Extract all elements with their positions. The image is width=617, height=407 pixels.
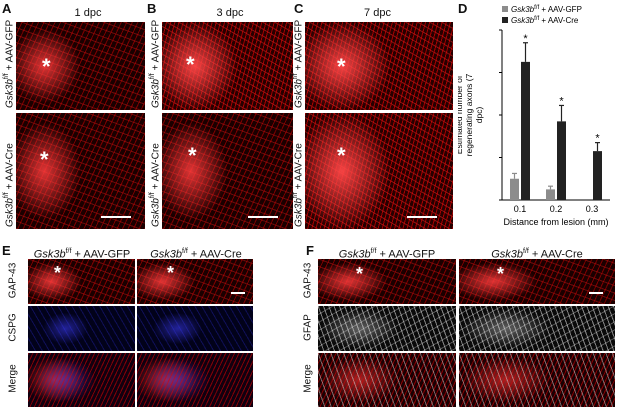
lesion-asterisk: *	[356, 264, 364, 284]
significance-asterisk: *	[559, 95, 564, 107]
panel-c-cre-image: *	[305, 113, 453, 229]
panel-letter-f: F	[306, 243, 314, 258]
panel-b-title: 3 dpc	[216, 7, 244, 19]
panel-e-cspg-cre	[137, 306, 253, 351]
panel-e-cspg-gfp	[28, 306, 135, 351]
panel-c-title: 7 dpc	[364, 7, 391, 19]
chart-marks: * 0.1 * 0.2 * 0.3	[499, 29, 602, 214]
panel-letter-a: A	[2, 1, 12, 16]
scale-bar	[231, 292, 245, 294]
panel-f-col-title-cre: Gsk3bf/f + AAV-Cre	[491, 248, 583, 261]
x-tick-label: 0.1	[514, 204, 527, 214]
scale-bar	[101, 216, 131, 218]
panel-e-gap43-gfp: *	[28, 259, 135, 304]
panel-e-merge-gfp	[28, 353, 135, 407]
scale-bar	[248, 216, 278, 218]
panel-e-merge-cre	[137, 353, 253, 407]
bar-cre	[521, 61, 530, 200]
panel-e-col-title-cre: Gsk3bf/f + AAV-Cre	[150, 248, 242, 261]
panel-f-merge-cre	[459, 353, 615, 407]
panel-a-gfp-row-label: Gsk3bf/f + AAV-GFP	[3, 19, 16, 108]
panel-c-gfp-row-label: Gsk3bf/f + AAV-GFP	[292, 19, 305, 108]
panel-letter-e: E	[2, 243, 11, 258]
lesion-asterisk: *	[188, 143, 197, 168]
panel-d-bar-chart: Gsk3bf/f + AAV-GFP Gsk3bf/f + AAV-Cre * 0…	[458, 5, 610, 227]
y-axis-label: Estimated number ofregenerating axons (7…	[458, 73, 484, 156]
panel-f-gap43-gfp: *	[318, 259, 456, 304]
significance-asterisk: *	[595, 133, 600, 145]
bar-gfp	[546, 189, 555, 200]
panel-f-merge-gfp	[318, 353, 456, 407]
panel-b-cre-image: *	[162, 113, 293, 229]
lesion-asterisk: *	[497, 264, 505, 284]
legend-swatch-cre	[502, 17, 508, 23]
y-axis-label-line: regenerating axons (7	[464, 73, 474, 156]
panel-e-gap43-cre: *	[137, 259, 253, 304]
lesion-asterisk: *	[186, 52, 195, 77]
panel-a-title: 1 dpc	[74, 7, 102, 19]
scale-bar	[589, 292, 603, 294]
panel-c-gfp-image: *	[305, 22, 453, 110]
panel-f-row-label-gap43: GAP-43	[302, 262, 314, 299]
lesion-asterisk: *	[54, 263, 62, 283]
panel-b-gfp-image: *	[162, 22, 293, 110]
panel-c-cre-row-label: Gsk3bf/f + AAV-Cre	[292, 143, 305, 227]
bar-cre	[557, 121, 566, 200]
panel-b-gfp-row-label: Gsk3bf/f + AAV-GFP	[149, 19, 162, 108]
panel-f-row-label-gfap: GFAP	[302, 314, 314, 341]
bar-cre	[593, 151, 602, 200]
lesion-asterisk: *	[337, 143, 346, 168]
lesion-asterisk: *	[40, 147, 49, 172]
panel-b-cre-row-label: Gsk3bf/f + AAV-Cre	[149, 143, 162, 227]
panel-letter-b: B	[147, 1, 157, 16]
scale-bar	[407, 216, 437, 218]
lesion-asterisk: *	[337, 54, 346, 79]
panel-a-gfp-image: *	[16, 22, 145, 110]
panel-f-row-label-merge: Merge	[302, 364, 314, 393]
panel-a-cre-row-label: Gsk3bf/f + AAV-Cre	[3, 143, 16, 227]
x-axis-label: Distance from lesion (mm)	[503, 217, 608, 227]
x-tick-label: 0.2	[550, 204, 563, 214]
panel-f-col-title-gfp: Gsk3bf/f + AAV-GFP	[338, 248, 436, 261]
panel-f-gfap-cre	[459, 306, 615, 351]
significance-asterisk: *	[523, 33, 528, 45]
y-axis-label-line: Estimated number of	[458, 75, 464, 154]
lesion-asterisk: *	[42, 54, 51, 79]
panel-e-row-label-merge: Merge	[7, 364, 19, 393]
panel-a-cre-image: *	[16, 113, 145, 229]
bar-gfp	[510, 178, 519, 200]
x-tick-label: 0.3	[586, 204, 599, 214]
panel-letter-c: C	[294, 1, 304, 16]
legend-swatch-gfp	[502, 6, 508, 12]
y-axis-label-line: dpc)	[474, 107, 484, 124]
panel-f-gfap-gfp	[318, 306, 456, 351]
legend-label-cre: Gsk3bf/f + AAV-Cre	[511, 16, 579, 25]
panel-e-row-label-gap43: GAP-43	[7, 262, 19, 299]
panel-f-gap43-cre: *	[459, 259, 615, 304]
lesion-asterisk: *	[167, 263, 175, 283]
panel-e-col-title-gfp: Gsk3bf/f + AAV-GFP	[33, 248, 131, 261]
panel-letter-d: D	[458, 1, 468, 16]
panel-e-row-label-cspg: CSPG	[7, 313, 19, 342]
legend-label-gfp: Gsk3bf/f + AAV-GFP	[511, 5, 582, 14]
